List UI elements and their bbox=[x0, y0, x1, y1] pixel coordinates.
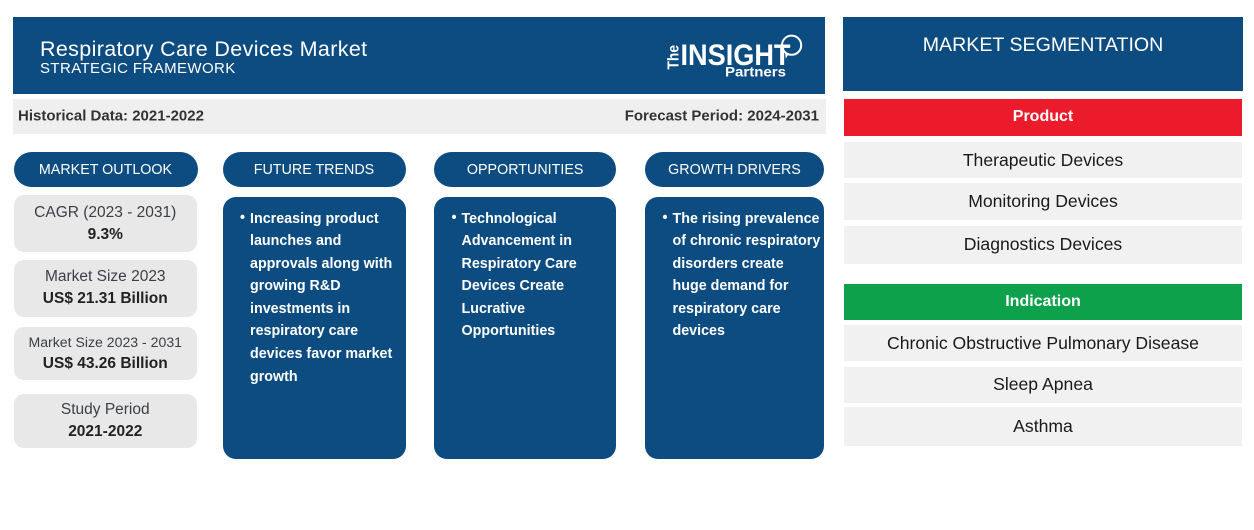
svg-text:INSIGHT: INSIGHT bbox=[681, 39, 791, 72]
svg-text:Partners: Partners bbox=[725, 65, 786, 80]
svg-text:The: The bbox=[666, 45, 683, 70]
